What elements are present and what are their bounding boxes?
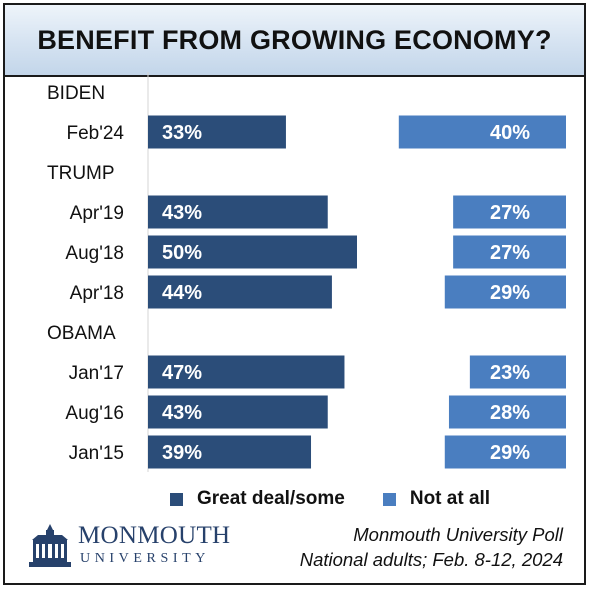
data-label-not-at-all: 23%: [490, 362, 530, 384]
bar-great-deal-some: [148, 235, 357, 269]
legend-item-not: Not at all: [382, 488, 491, 510]
source-line-2: National adults; Feb. 8-12, 2024: [299, 549, 563, 570]
bar-not-at-all: [398, 115, 566, 149]
group-label: TRUMP: [47, 163, 115, 184]
data-label-great-deal-some: 50%: [162, 242, 202, 264]
source-note: Monmouth University Poll National adults…: [300, 522, 563, 572]
bar-not-at-all: [469, 355, 566, 389]
data-label-not-at-all: 28%: [490, 402, 530, 424]
legend-item-great: Great deal/some: [170, 488, 345, 510]
group-label: BIDEN: [47, 83, 105, 104]
building-icon: [29, 524, 71, 567]
data-label-not-at-all: 27%: [490, 242, 530, 264]
category-label: Apr'19: [70, 203, 124, 224]
category-label: Jan'17: [69, 363, 124, 384]
category-label: Apr'18: [70, 283, 124, 304]
data-label-great-deal-some: 39%: [162, 442, 202, 464]
source-line-1: Monmouth University Poll: [353, 524, 563, 545]
bar-not-at-all: [444, 435, 566, 469]
data-label-not-at-all: 29%: [490, 282, 530, 304]
university-logo: MONMOUTH UNIVERSITY: [28, 521, 238, 571]
category-label: Aug'16: [65, 403, 124, 424]
data-label-not-at-all: 27%: [490, 202, 530, 224]
bar-not-at-all: [453, 235, 566, 269]
data-label-not-at-all: 40%: [490, 122, 530, 144]
data-label-great-deal-some: 47%: [162, 362, 202, 384]
bar-great-deal-some: [148, 355, 345, 389]
data-label-great-deal-some: 33%: [162, 122, 202, 144]
title-bar: BENEFIT FROM GROWING ECONOMY?: [5, 5, 584, 77]
bar-great-deal-some: [148, 195, 328, 229]
legend-swatch-not: [382, 492, 396, 506]
category-label: Jan'15: [69, 443, 124, 464]
data-label-great-deal-some: 43%: [162, 202, 202, 224]
group-label: OBAMA: [47, 323, 116, 344]
bar-not-at-all: [453, 195, 566, 229]
bar-not-at-all: [444, 275, 566, 309]
bar-not-at-all: [448, 395, 566, 429]
legend-swatch-great: [170, 492, 183, 506]
legend-label-great: Great deal/some: [197, 488, 345, 509]
bar-great-deal-some: [148, 435, 312, 469]
data-label-great-deal-some: 44%: [162, 282, 202, 304]
category-label: Aug'18: [65, 243, 124, 264]
bar-great-deal-some: [148, 275, 332, 309]
data-label-great-deal-some: 43%: [162, 402, 202, 424]
category-label: Feb'24: [66, 123, 124, 144]
bar-great-deal-some: [148, 115, 286, 149]
logo-name: MONMOUTH: [78, 522, 231, 549]
chart-title: BENEFIT FROM GROWING ECONOMY?: [37, 24, 552, 55]
legend-label-not: Not at all: [409, 488, 491, 509]
logo-subtitle: UNIVERSITY: [80, 551, 210, 566]
legend: Great deal/some Not at all: [170, 487, 528, 511]
bar-great-deal-some: [148, 395, 328, 429]
data-label-not-at-all: 29%: [490, 442, 530, 464]
